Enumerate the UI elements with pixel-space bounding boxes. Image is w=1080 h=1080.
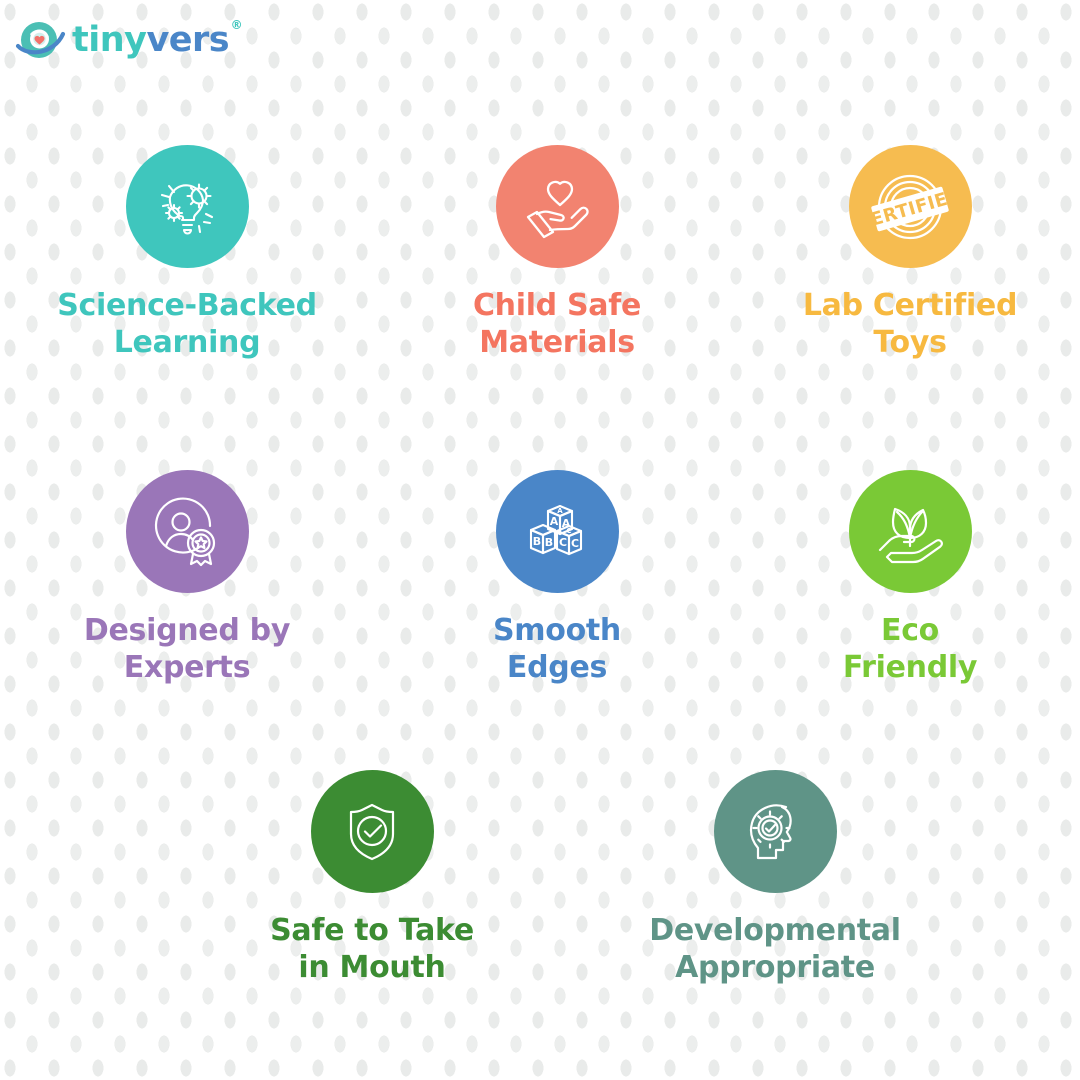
- feature-label: Safe to Take in Mouth: [270, 913, 474, 985]
- feature-item-developmental-appropriate[interactable]: Developmental Appropriate: [635, 770, 915, 986]
- certified-stamp-icon: CERTIFIED: [868, 165, 952, 249]
- svg-text:C: C: [566, 527, 571, 535]
- registered-trademark-icon: ®: [230, 17, 243, 32]
- feature-icon-circle: [848, 470, 972, 593]
- hand-holding-plant-icon: [872, 494, 948, 570]
- feature-icon-circle: [495, 145, 619, 268]
- feature-label: Child Safe Materials: [472, 288, 642, 360]
- hand-holding-heart-icon: [519, 169, 595, 245]
- alphabet-blocks-icon: A A A B B: [519, 494, 595, 570]
- baby-face-circle-icon: [14, 14, 66, 66]
- feature-label: Developmental Appropriate: [649, 913, 901, 985]
- svg-text:C: C: [559, 536, 567, 549]
- feature-label: Science-Backed Learning: [57, 288, 317, 360]
- expert-person-award-icon: [147, 492, 227, 572]
- feature-label: Lab Certified Toys: [802, 288, 1018, 360]
- feature-icon-circle: [713, 770, 837, 893]
- feature-icon-circle: CERTIFIED: [848, 145, 972, 268]
- feature-item-science-backed-learning[interactable]: Science-Backed Learning: [47, 145, 327, 361]
- brand-name-part1: tiny: [72, 19, 147, 60]
- brand-wordmark: tinyvers ®: [72, 19, 243, 60]
- feature-icon-circle: [125, 145, 249, 268]
- feature-item-designed-by-experts[interactable]: Designed by Experts: [47, 470, 327, 686]
- svg-text:A: A: [562, 517, 571, 530]
- feature-label: Designed by Experts: [83, 613, 291, 685]
- feature-label: Smooth Edges: [493, 613, 621, 685]
- lightbulb-gears-icon: [150, 170, 224, 244]
- feature-item-eco-friendly[interactable]: Eco Friendly: [770, 470, 1050, 686]
- feature-item-smooth-edges[interactable]: A A A B B: [417, 470, 697, 686]
- feature-item-lab-certified-toys[interactable]: CERTIFIED Lab Certified Toys: [770, 145, 1050, 361]
- feature-label: Eco Friendly: [842, 613, 978, 685]
- svg-text:C: C: [571, 537, 579, 550]
- head-gear-check-icon: [738, 795, 812, 869]
- feature-item-safe-to-take-in-mouth[interactable]: Safe to Take in Mouth: [232, 770, 512, 986]
- shield-check-icon: [337, 797, 407, 867]
- brand-name-part2: vers: [146, 19, 230, 60]
- feature-icon-circle: A A A B B: [495, 470, 619, 593]
- feature-item-child-safe-materials[interactable]: Child Safe Materials: [417, 145, 697, 361]
- svg-text:B: B: [545, 536, 553, 549]
- feature-icon-circle: [310, 770, 434, 893]
- svg-text:A: A: [557, 507, 563, 515]
- brand-logo[interactable]: tinyvers ®: [14, 14, 243, 66]
- feature-icon-circle: [125, 470, 249, 593]
- svg-text:A: A: [550, 515, 559, 528]
- svg-text:B: B: [533, 535, 541, 548]
